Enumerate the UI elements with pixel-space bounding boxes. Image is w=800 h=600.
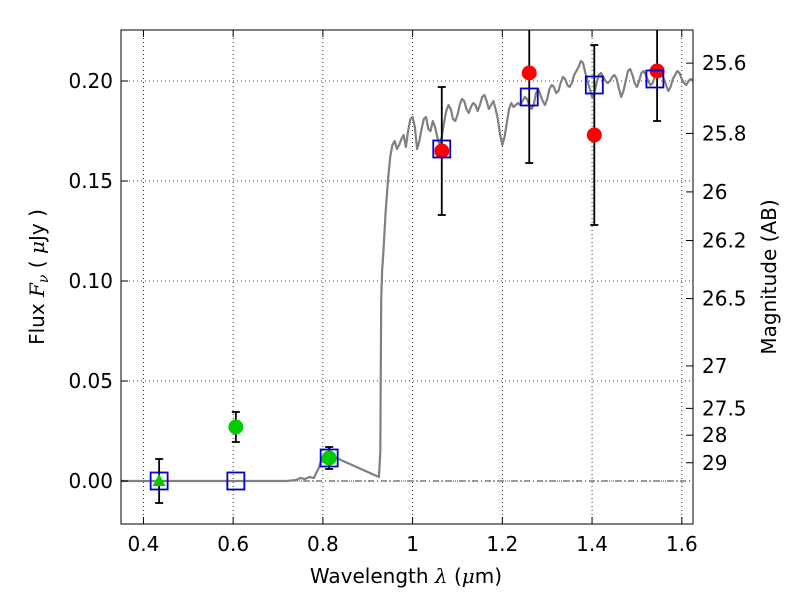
x-tick-label: 1.6	[666, 532, 698, 556]
model-photometry-square-marker	[432, 139, 452, 159]
observed-point-marker	[521, 65, 537, 81]
y2-tick-label: 26.5	[702, 287, 747, 311]
y2-tick-label: 26	[702, 180, 727, 204]
sed-model-curve	[121, 59, 693, 483]
y2-tick-label: 26.2	[702, 229, 747, 253]
model-photometry-square-marker	[519, 87, 539, 107]
y-tick-label: 0.10	[68, 269, 113, 293]
optical-point-marker	[228, 419, 244, 435]
x-tick-label: 1	[406, 532, 419, 556]
observed-point-marker	[434, 143, 450, 159]
model-photometry-square-marker	[149, 471, 169, 491]
y-tick-label: 0.20	[68, 69, 113, 93]
model-photometry-square-marker	[584, 75, 604, 95]
model-photometry-square-marker	[645, 69, 665, 89]
y-axis-title: Flux Fν ( μJy )	[25, 209, 52, 345]
x-tick-label: 0.6	[217, 532, 249, 556]
x-tick-label: 1.4	[576, 532, 608, 556]
plot-area	[121, 30, 693, 524]
model-photometry-square-marker	[226, 471, 246, 491]
model-photometry-square-marker	[319, 448, 339, 468]
y2-tick-label: 25.8	[702, 121, 747, 145]
tick-labels: 0.4 0.6 0.8 1 1.2 1.4 1.6 0.00 0.05 0.10 0.15 0.20 2…	[68, 51, 746, 556]
upper-limit-triangle-marker	[152, 474, 166, 486]
data-markers	[149, 63, 665, 491]
x-tick-label: 0.8	[307, 532, 339, 556]
y2-axis-title: Magnitude (AB)	[757, 199, 781, 354]
y2-tick-label: 27	[702, 354, 727, 378]
y2-tick-label: 29	[702, 451, 727, 475]
x-tick-label: 1.2	[486, 532, 518, 556]
plot-frame	[120, 29, 694, 525]
sed-model-line	[121, 59, 693, 483]
axis-ticks	[121, 30, 693, 524]
y-tick-label: 0.00	[68, 469, 113, 493]
x-tick-label: 0.4	[128, 532, 160, 556]
y-tick-label: 0.15	[68, 169, 113, 193]
y2-tick-label: 25.6	[702, 51, 747, 75]
optical-point-marker	[321, 450, 337, 466]
y2-tick-label: 27.5	[702, 396, 747, 420]
observed-point-marker	[586, 127, 602, 143]
y-tick-label: 0.05	[68, 369, 113, 393]
y2-tick-label: 28	[702, 423, 727, 447]
x-axis-title: Wavelength λ (μm)	[310, 564, 502, 588]
